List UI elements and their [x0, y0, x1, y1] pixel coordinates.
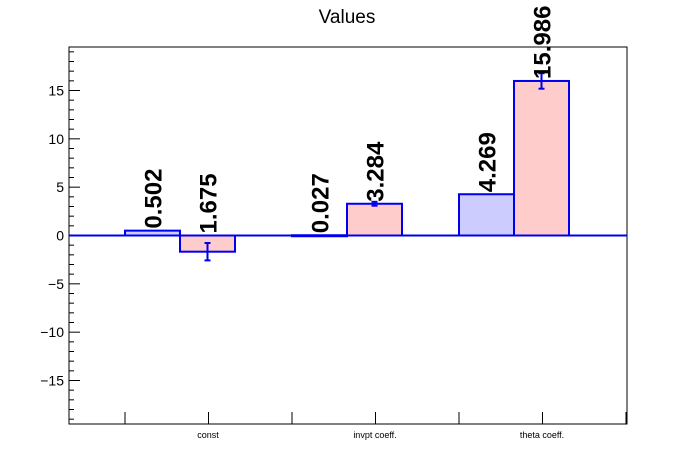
- x-tick-label: const: [197, 430, 219, 440]
- bar: [458, 193, 515, 237]
- x-tick-label: invpt coeff.: [353, 430, 396, 440]
- y-tick-label: 15: [48, 83, 64, 99]
- y-tick-label: 10: [48, 131, 64, 147]
- y-tick-label: −10: [40, 324, 64, 340]
- y-tick-label: −15: [40, 373, 64, 389]
- data-label: 0.502: [141, 169, 168, 229]
- bar: [513, 79, 570, 237]
- data-label: 3.284: [363, 141, 390, 202]
- x-tick-label: theta coeff.: [520, 430, 564, 440]
- data-label: 0.027: [308, 173, 335, 233]
- bar: [346, 202, 403, 237]
- plot-area: −15 −10 −5 0 5 10 15 const invpt coeff. theta coe…: [40, 6, 628, 440]
- data-label: 4.269: [475, 132, 502, 192]
- data-label: 1.675: [196, 173, 223, 233]
- chart-title: Values: [319, 7, 376, 28]
- y-tick-label: −5: [48, 276, 64, 292]
- data-label: 15.986: [530, 6, 557, 79]
- y-tick-label: 0: [56, 228, 64, 244]
- y-tick-label: 5: [56, 179, 64, 195]
